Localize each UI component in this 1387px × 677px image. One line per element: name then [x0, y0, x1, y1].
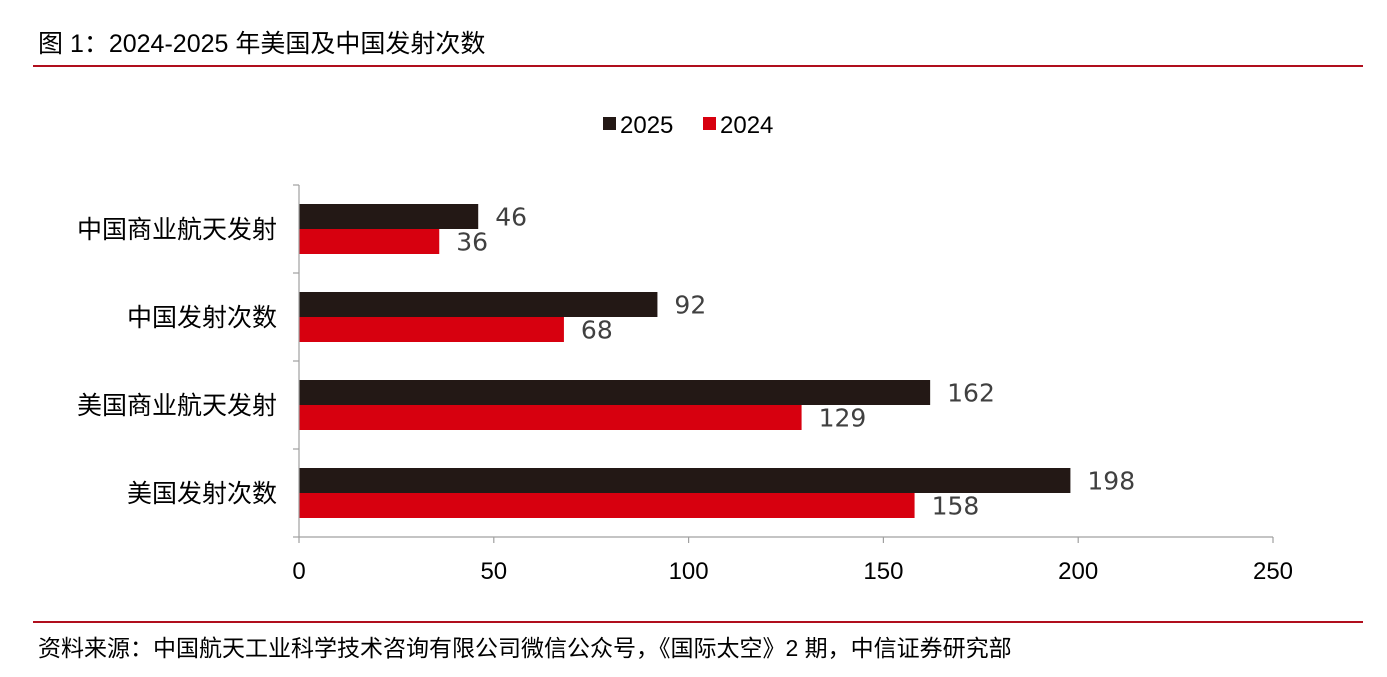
data-label: 158 — [932, 492, 980, 521]
bar-2024-3 — [299, 493, 915, 518]
bar-2024-2 — [299, 405, 802, 430]
bar-2024-1 — [299, 317, 564, 342]
legend-swatch-2025 — [603, 117, 616, 130]
bar-2024-0 — [299, 229, 440, 254]
category-label: 美国商业航天发射 — [77, 392, 277, 420]
data-label: 68 — [581, 316, 613, 345]
source-note: 资料来源：中国航天工业科学技术咨询有限公司微信公众号，《国际太空》2 期，中信证… — [38, 635, 1012, 661]
x-tick-label: 50 — [480, 558, 507, 585]
legend-label: 2024 — [720, 112, 773, 139]
data-label: 92 — [674, 291, 706, 320]
legend-swatch-2024 — [703, 117, 716, 130]
legend-label: 2025 — [620, 112, 673, 139]
title-rule — [33, 65, 1363, 67]
bar-2025-1 — [299, 292, 658, 317]
category-label: 中国商业航天发射 — [77, 216, 277, 244]
bar-2025-2 — [299, 380, 931, 405]
bar-2025-0 — [299, 204, 479, 229]
chart-legend: 2025 2024 — [603, 112, 773, 139]
data-label: 129 — [819, 404, 867, 433]
bar-2025-3 — [299, 468, 1071, 493]
data-label: 162 — [947, 379, 995, 408]
category-label: 中国发射次数 — [127, 304, 277, 332]
data-label: 36 — [456, 228, 488, 257]
x-tick-label: 200 — [1058, 558, 1098, 585]
data-label: 198 — [1087, 467, 1135, 496]
x-tick-label: 100 — [669, 558, 709, 585]
category-label: 美国发射次数 — [127, 480, 277, 508]
x-tick-label: 250 — [1253, 558, 1293, 585]
x-tick-label: 0 — [292, 558, 305, 585]
x-tick-label: 150 — [863, 558, 903, 585]
figure-title: 图 1：2024-2025 年美国及中国发射次数 — [38, 30, 486, 58]
source-rule — [33, 621, 1363, 623]
data-label: 46 — [495, 203, 527, 232]
